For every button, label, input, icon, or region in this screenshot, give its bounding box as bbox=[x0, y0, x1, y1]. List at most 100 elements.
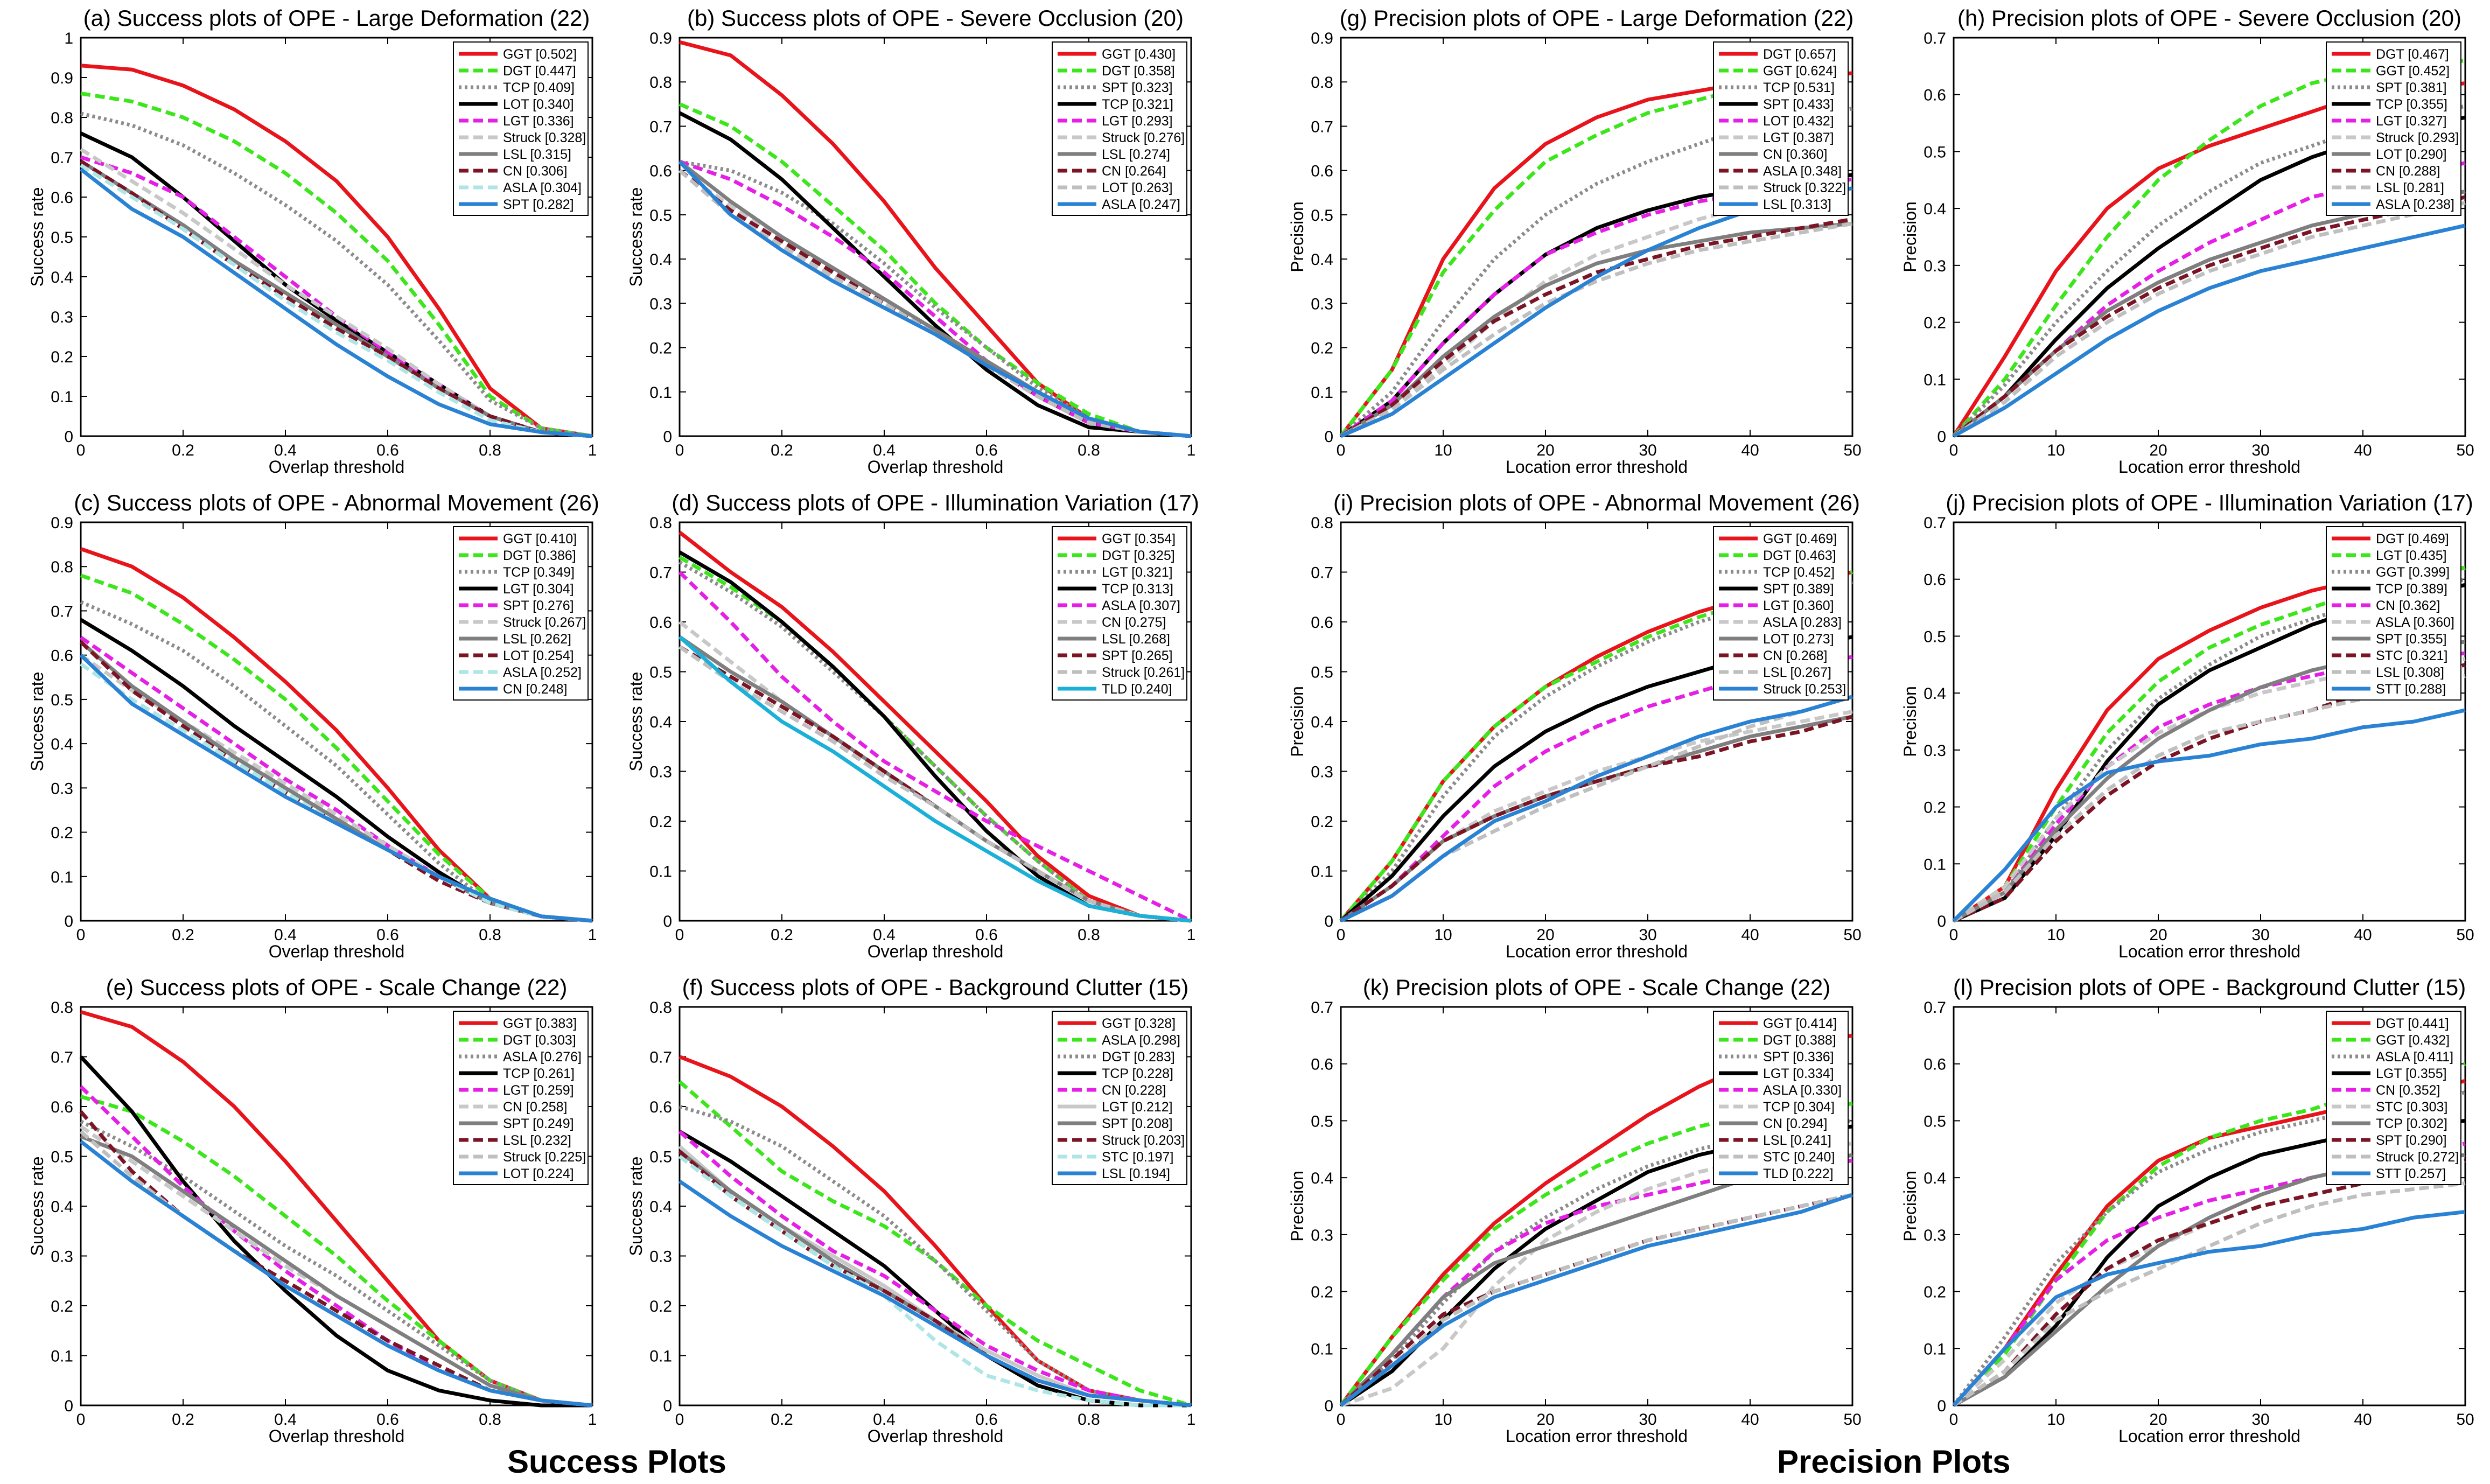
legend-entry: DGT [0.447] bbox=[503, 64, 576, 79]
y-tick-label: 0 bbox=[64, 913, 73, 930]
series-line bbox=[679, 645, 1192, 923]
legend-entry: Struck [0.203] bbox=[1102, 1133, 1185, 1148]
y-tick-label: 0.6 bbox=[51, 647, 73, 665]
y-tick-label: 0.7 bbox=[1924, 514, 1946, 532]
x-tick-label: 10 bbox=[2047, 442, 2065, 459]
y-tick-label: 0.8 bbox=[649, 514, 672, 532]
series-line bbox=[1339, 107, 1853, 438]
legend-entry: LGT [0.435] bbox=[2376, 548, 2447, 563]
y-tick-label: 0.3 bbox=[649, 1248, 672, 1266]
x-tick-label: 0.2 bbox=[172, 442, 194, 459]
legend-entry: Struck [0.328] bbox=[503, 130, 586, 145]
x-tick-label: 0 bbox=[675, 442, 684, 459]
series-line bbox=[678, 1130, 1192, 1408]
x-tick-label: 0.8 bbox=[1078, 1411, 1100, 1429]
x-axis-label: Overlap threshold bbox=[868, 1426, 1004, 1446]
x-tick-label: 0.2 bbox=[172, 926, 194, 944]
legend-entry: ASLA [0.283] bbox=[1763, 615, 1842, 630]
x-tick-label: 0 bbox=[76, 442, 86, 459]
series-line bbox=[1339, 1193, 1853, 1407]
x-tick-label: 0.4 bbox=[873, 1411, 896, 1429]
x-tick-label: 30 bbox=[1639, 1411, 1656, 1429]
legend-entry: CN [0.288] bbox=[2376, 164, 2440, 179]
chart-title: (i) Precision plots of OPE - Abnormal Mo… bbox=[1333, 490, 1860, 515]
y-tick-label: 0.5 bbox=[51, 1149, 73, 1166]
y-tick-label: 0.3 bbox=[51, 309, 73, 326]
legend-entry: TCP [0.302] bbox=[2376, 1116, 2447, 1131]
legend: DGT [0.441] GGT [0.432]ASLA [0.411]LGT [0… bbox=[2326, 1011, 2461, 1185]
legend-entry: ASLA [0.360] bbox=[2376, 615, 2454, 630]
x-tick-label: 0.2 bbox=[771, 926, 793, 944]
series-line bbox=[679, 159, 1192, 438]
x-tick-label: 0.6 bbox=[376, 442, 399, 459]
legend-entry: SPT [0.282] bbox=[503, 197, 574, 212]
y-tick-label: 0.4 bbox=[1311, 713, 1333, 731]
legend-entry: GGT [0.410] bbox=[503, 531, 577, 547]
chart-panel: (d) Success plots of OPE - Illumination … bbox=[626, 490, 1199, 961]
y-tick-label: 0.7 bbox=[51, 603, 73, 620]
y-tick-label: 0.4 bbox=[649, 713, 672, 731]
x-tick-label: 0.4 bbox=[274, 1411, 297, 1429]
x-tick-label: 0.4 bbox=[274, 442, 297, 459]
y-tick-label: 0 bbox=[663, 913, 672, 930]
legend-entry: LGT [0.321] bbox=[1102, 565, 1173, 580]
legend-entry: Struck [0.276] bbox=[1102, 130, 1185, 145]
legend-entry: STC [0.240] bbox=[1763, 1150, 1835, 1165]
x-tick-label: 1 bbox=[1187, 1411, 1196, 1429]
y-axis-label: Precision bbox=[1288, 686, 1307, 757]
y-tick-label: 0.3 bbox=[51, 780, 73, 797]
legend-entry: TCP [0.261] bbox=[503, 1066, 575, 1081]
series-line bbox=[80, 148, 593, 438]
legend-entry: SPT [0.249] bbox=[503, 1116, 574, 1131]
legend-entry: LSL [0.274] bbox=[1102, 147, 1170, 162]
legend-entry: CN [0.360] bbox=[1763, 147, 1828, 162]
y-tick-label: 0.5 bbox=[1924, 1112, 1946, 1130]
x-tick-label: 10 bbox=[2047, 926, 2065, 944]
y-axis-label: Success rate bbox=[626, 187, 646, 287]
x-tick-label: 10 bbox=[1434, 442, 1452, 459]
legend-entry: ASLA [0.238] bbox=[2376, 197, 2454, 212]
legend-entry: SPT [0.265] bbox=[1102, 648, 1173, 663]
legend-entry: LSL [0.267] bbox=[1763, 665, 1831, 680]
legend-entry: GGT [0.502] bbox=[503, 47, 577, 62]
y-tick-label: 0.5 bbox=[1311, 1112, 1333, 1130]
legend-entry: CN [0.306] bbox=[503, 164, 568, 179]
y-tick-label: 0.3 bbox=[1311, 295, 1333, 313]
x-tick-label: 0 bbox=[76, 1411, 86, 1429]
y-tick-label: 0.8 bbox=[51, 999, 73, 1017]
legend-entry: DGT [0.325] bbox=[1102, 548, 1175, 563]
series-line bbox=[1340, 221, 1853, 438]
series-line bbox=[80, 155, 593, 438]
y-tick-label: 0.1 bbox=[51, 388, 73, 406]
y-tick-label: 0.6 bbox=[1311, 163, 1333, 180]
legend-entry: DGT [0.469] bbox=[2376, 531, 2449, 547]
x-tick-label: 0.6 bbox=[975, 1411, 998, 1429]
legend-entry: CN [0.248] bbox=[503, 682, 568, 697]
y-tick-label: 0.3 bbox=[1311, 1227, 1333, 1244]
chart-title: (k) Precision plots of OPE - Scale Chang… bbox=[1363, 975, 1830, 1000]
legend-entry: LOT [0.340] bbox=[503, 97, 574, 112]
y-axis-label: Success rate bbox=[27, 187, 47, 287]
legend-entry: Struck [0.225] bbox=[503, 1150, 586, 1165]
x-axis-label: Location error threshold bbox=[2118, 942, 2300, 961]
legend-entry: ASLA [0.348] bbox=[1763, 164, 1842, 179]
y-tick-label: 0.5 bbox=[1924, 628, 1946, 646]
y-tick-label: 0.6 bbox=[649, 614, 672, 632]
y-axis-label: Precision bbox=[1900, 686, 1920, 757]
y-tick-label: 0.7 bbox=[1311, 564, 1333, 582]
series-line bbox=[80, 1095, 593, 1408]
chart-title: (a) Success plots of OPE - Large Deforma… bbox=[83, 5, 590, 31]
series-line bbox=[1952, 58, 2466, 438]
y-tick-label: 0.6 bbox=[1311, 614, 1333, 632]
legend-entry: SPT [0.336] bbox=[1763, 1049, 1834, 1065]
legend-entry: LGT [0.304] bbox=[503, 582, 574, 597]
chart-panel: (h) Precision plots of OPE - Severe Occl… bbox=[1900, 5, 2474, 477]
y-tick-label: 0.8 bbox=[649, 74, 672, 92]
y-tick-label: 0.2 bbox=[1311, 340, 1333, 358]
legend-entry: TLD [0.222] bbox=[1763, 1166, 1834, 1181]
legend-entry: ASLA [0.252] bbox=[503, 665, 582, 680]
legend-entry: ASLA [0.307] bbox=[1102, 598, 1180, 613]
y-tick-label: 0 bbox=[64, 428, 73, 446]
legend-entry: LGT [0.259] bbox=[503, 1083, 574, 1098]
series-line bbox=[1339, 1102, 1853, 1407]
